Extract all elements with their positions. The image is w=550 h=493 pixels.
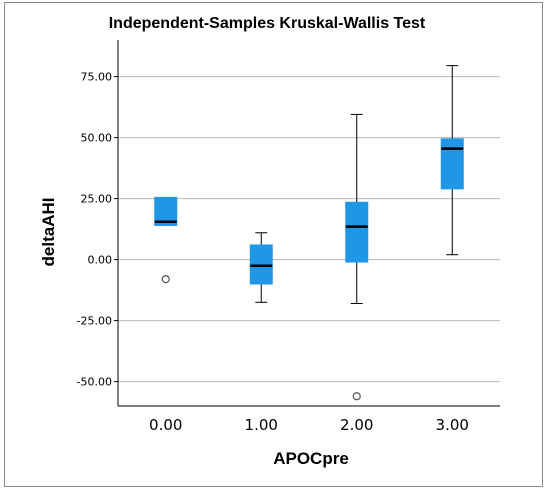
y-tick-label: -50.00 — [77, 376, 112, 389]
box-1.00 — [249, 232, 273, 303]
y-tick-label: 75.00 — [81, 71, 113, 84]
y-tick-label: -25.00 — [77, 315, 112, 328]
iqr-box — [440, 138, 464, 190]
y-axis-label: deltaAHI — [39, 198, 58, 267]
axes — [117, 40, 500, 407]
x-axis-ticks: 0.00 1.00 2.00 3.00 — [149, 416, 469, 434]
box-0.00 — [154, 196, 178, 284]
box-2.00 — [345, 113, 369, 401]
outlier-point — [352, 392, 361, 401]
y-tick-label: 0.00 — [88, 254, 113, 267]
x-tick-label: 1.00 — [245, 416, 278, 434]
box-3.00 — [440, 65, 464, 256]
x-axis-label: APOCpre — [273, 449, 349, 468]
x-tick-label: 3.00 — [436, 416, 469, 434]
iqr-box — [345, 201, 369, 263]
x-tick-label: 0.00 — [149, 416, 182, 434]
iqr-box — [154, 196, 178, 226]
gridlines — [118, 76, 500, 383]
outlier-point — [161, 275, 170, 284]
x-tick-label: 2.00 — [340, 416, 373, 434]
box-series — [154, 65, 464, 401]
chart-title: Independent-Samples Kruskal-Wallis Test — [109, 15, 426, 32]
y-tick-label: 50.00 — [81, 132, 113, 145]
y-tick-label: 25.00 — [81, 193, 113, 206]
y-axis-ticks: -50.00 -25.00 0.00 25.00 50.00 75.00 — [77, 71, 118, 389]
